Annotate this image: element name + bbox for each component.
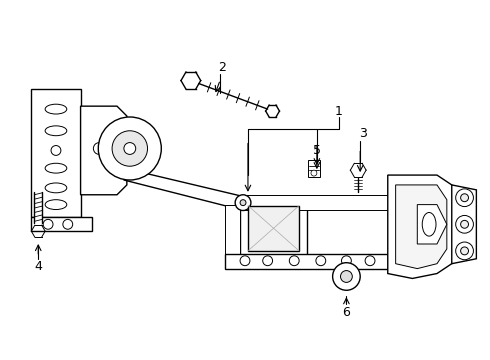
Polygon shape	[417, 204, 447, 244]
Polygon shape	[225, 254, 388, 269]
Circle shape	[456, 242, 473, 260]
Polygon shape	[31, 217, 93, 231]
Circle shape	[456, 215, 473, 233]
Ellipse shape	[45, 163, 67, 173]
Circle shape	[342, 256, 351, 266]
Polygon shape	[388, 175, 462, 278]
Circle shape	[263, 256, 272, 266]
Circle shape	[43, 219, 53, 229]
Circle shape	[461, 247, 468, 255]
Circle shape	[235, 195, 251, 211]
Circle shape	[461, 220, 468, 228]
Polygon shape	[395, 185, 447, 269]
Ellipse shape	[45, 104, 67, 114]
Polygon shape	[240, 195, 388, 210]
Text: 3: 3	[359, 127, 367, 140]
Circle shape	[98, 117, 161, 180]
Circle shape	[240, 256, 250, 266]
Circle shape	[124, 143, 136, 154]
Polygon shape	[452, 185, 476, 264]
Circle shape	[316, 256, 326, 266]
Polygon shape	[308, 160, 320, 177]
Polygon shape	[240, 198, 307, 259]
Text: 6: 6	[343, 306, 350, 319]
Circle shape	[112, 131, 147, 166]
Text: 2: 2	[219, 61, 226, 74]
Text: 5: 5	[313, 144, 321, 157]
Ellipse shape	[45, 126, 67, 136]
Circle shape	[94, 143, 105, 154]
Circle shape	[365, 256, 375, 266]
Ellipse shape	[422, 212, 436, 236]
Circle shape	[289, 256, 299, 266]
Circle shape	[311, 170, 317, 176]
Text: 4: 4	[34, 260, 42, 273]
Circle shape	[341, 271, 352, 282]
Circle shape	[63, 219, 73, 229]
Ellipse shape	[45, 200, 67, 210]
Polygon shape	[80, 106, 127, 195]
Circle shape	[456, 189, 473, 207]
Polygon shape	[31, 89, 80, 217]
Circle shape	[51, 145, 61, 156]
Polygon shape	[225, 204, 240, 254]
Circle shape	[333, 263, 360, 290]
Circle shape	[461, 194, 468, 202]
Text: 1: 1	[335, 105, 343, 118]
Ellipse shape	[45, 183, 67, 193]
Polygon shape	[248, 206, 299, 251]
Circle shape	[240, 200, 246, 206]
